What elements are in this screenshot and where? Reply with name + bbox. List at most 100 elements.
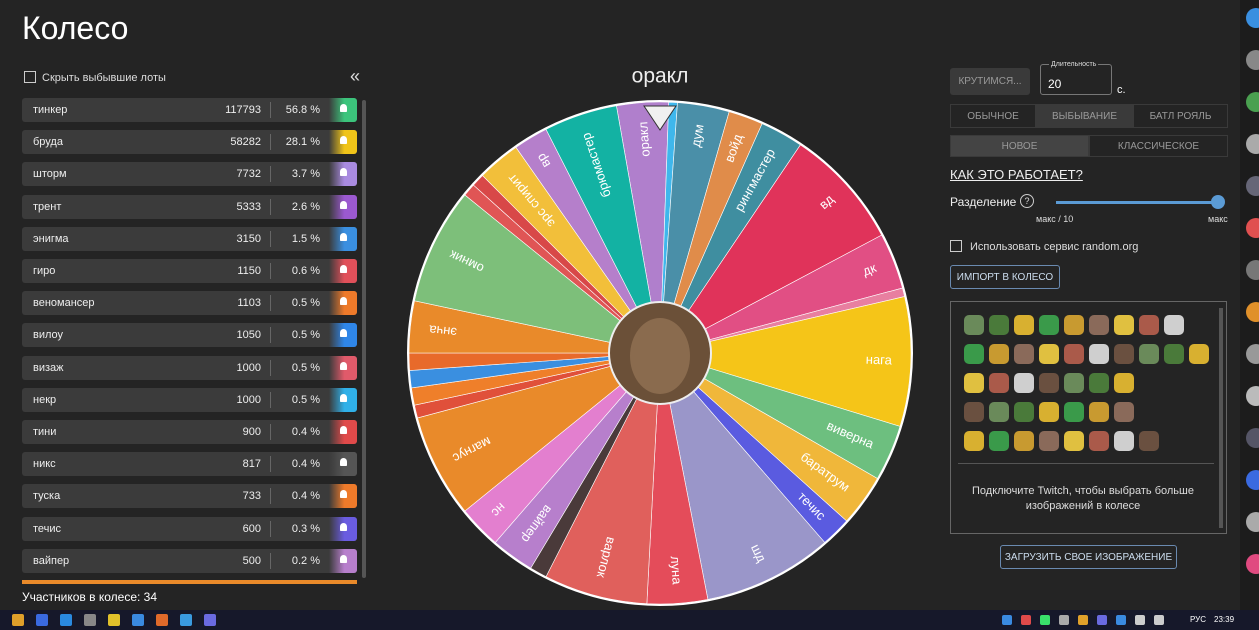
- scrollbar[interactable]: [362, 100, 366, 578]
- emoji[interactable]: [1139, 431, 1159, 451]
- lot-row[interactable]: трент 5333 2.6 %: [22, 194, 357, 219]
- tray-icon[interactable]: [1002, 615, 1012, 625]
- variant-tab[interactable]: КЛАССИЧЕСКОЕ: [1089, 135, 1228, 157]
- lot-row[interactable]: энигма 3150 1.5 %: [22, 226, 357, 251]
- emoji[interactable]: [1064, 315, 1084, 335]
- taskbar-icon[interactable]: [180, 614, 192, 626]
- avatar[interactable]: [1246, 554, 1259, 574]
- emoji[interactable]: [964, 373, 984, 393]
- lot-row[interactable]: течис 600 0.3 %: [22, 516, 357, 541]
- lot-row[interactable]: некр 1000 0.5 %: [22, 387, 357, 412]
- mode-tab[interactable]: ВЫБЫВАНИЕ: [1036, 104, 1133, 128]
- checkbox[interactable]: [24, 71, 36, 83]
- variant-tab[interactable]: НОВОЕ: [950, 135, 1089, 157]
- taskbar-icon[interactable]: [12, 614, 24, 626]
- lot-row[interactable]: гиро 1150 0.6 %: [22, 259, 357, 283]
- emoji[interactable]: [1039, 315, 1059, 335]
- taskbar-icon[interactable]: [60, 614, 72, 626]
- tray-icon[interactable]: [1078, 615, 1088, 625]
- taskbar-icon[interactable]: [84, 614, 96, 626]
- emoji[interactable]: [989, 373, 1009, 393]
- panel-scrollbar[interactable]: [1219, 308, 1223, 528]
- emoji[interactable]: [964, 431, 984, 451]
- emoji[interactable]: [1014, 344, 1034, 364]
- avatar[interactable]: [1246, 218, 1259, 238]
- avatar[interactable]: [1246, 344, 1259, 364]
- emoji[interactable]: [989, 315, 1009, 335]
- emoji[interactable]: [1039, 431, 1059, 451]
- emoji[interactable]: [1114, 373, 1134, 393]
- avatar[interactable]: [1246, 470, 1259, 490]
- taskbar-icon[interactable]: [132, 614, 144, 626]
- tray-icon[interactable]: [1059, 615, 1069, 625]
- help-icon[interactable]: ?: [1020, 194, 1034, 208]
- mode-tab[interactable]: БАТЛ РОЯЛЬ: [1133, 104, 1228, 128]
- lot-row[interactable]: вайпер 500 0.2 %: [22, 548, 357, 573]
- emoji[interactable]: [1139, 344, 1159, 364]
- avatar[interactable]: [1246, 176, 1259, 196]
- avatar[interactable]: [1246, 50, 1259, 70]
- tray-icon[interactable]: [1116, 615, 1126, 625]
- emoji[interactable]: [964, 315, 984, 335]
- upload-button[interactable]: ЗАГРУЗИТЬ СВОЕ ИЗОБРАЖЕНИЕ: [1000, 545, 1177, 569]
- taskbar-icon[interactable]: [204, 614, 216, 626]
- lot-row[interactable]: визаж 1000 0.5 %: [22, 355, 357, 380]
- emoji[interactable]: [964, 402, 984, 422]
- lot-row[interactable]: бруда 58282 28.1 %: [22, 130, 357, 155]
- emoji[interactable]: [1064, 344, 1084, 364]
- emoji[interactable]: [1189, 344, 1209, 364]
- lot-row[interactable]: тинкер 117793 56.8 %: [22, 98, 357, 122]
- avatar[interactable]: [1246, 428, 1259, 448]
- emoji[interactable]: [1089, 431, 1109, 451]
- avatar[interactable]: [1246, 302, 1259, 322]
- spin-button[interactable]: КРУТИМСЯ...: [950, 68, 1030, 95]
- emoji[interactable]: [1014, 315, 1034, 335]
- taskbar-icon[interactable]: [156, 614, 168, 626]
- mode-tab[interactable]: ОБЫЧНОЕ: [950, 104, 1036, 128]
- emoji[interactable]: [1014, 431, 1034, 451]
- how-link[interactable]: КАК ЭТО РАБОТАЕТ?: [950, 167, 1083, 182]
- checkbox[interactable]: [950, 240, 962, 252]
- emoji[interactable]: [1114, 431, 1134, 451]
- taskbar-icon[interactable]: [36, 614, 48, 626]
- emoji[interactable]: [989, 402, 1009, 422]
- avatar[interactable]: [1246, 8, 1259, 28]
- lot-row[interactable]: вилоу 1050 0.5 %: [22, 323, 357, 348]
- tray-icon[interactable]: [1154, 615, 1164, 625]
- emoji[interactable]: [1064, 431, 1084, 451]
- lot-row[interactable]: веномансер 1103 0.5 %: [22, 291, 357, 316]
- collapse[interactable]: «: [350, 66, 361, 86]
- avatar[interactable]: [1246, 386, 1259, 406]
- lot-row[interactable]: туска 733 0.4 %: [22, 484, 357, 509]
- emoji[interactable]: [1164, 344, 1184, 364]
- emoji[interactable]: [1064, 373, 1084, 393]
- emoji[interactable]: [1064, 402, 1084, 422]
- emoji[interactable]: [1139, 315, 1159, 335]
- emoji[interactable]: [1039, 373, 1059, 393]
- emoji[interactable]: [1014, 373, 1034, 393]
- avatar[interactable]: [1246, 92, 1259, 112]
- emoji[interactable]: [1089, 315, 1109, 335]
- tray-icon[interactable]: [1097, 615, 1107, 625]
- emoji[interactable]: [964, 344, 984, 364]
- emoji[interactable]: [1039, 344, 1059, 364]
- emoji[interactable]: [1164, 315, 1184, 335]
- tray-icon[interactable]: [1040, 615, 1050, 625]
- emoji[interactable]: [989, 431, 1009, 451]
- avatar[interactable]: [1246, 512, 1259, 532]
- slider-track[interactable]: [1056, 201, 1218, 204]
- slider-knob[interactable]: [1211, 195, 1225, 209]
- emoji[interactable]: [1114, 402, 1134, 422]
- lot-row[interactable]: тини 900 0.4 %: [22, 420, 357, 444]
- emoji[interactable]: [1039, 402, 1059, 422]
- emoji[interactable]: [1014, 402, 1034, 422]
- taskbar-icon[interactable]: [108, 614, 120, 626]
- tray-icon[interactable]: [1021, 615, 1031, 625]
- tray-icon[interactable]: [1135, 615, 1145, 625]
- emoji[interactable]: [1114, 344, 1134, 364]
- lot-row[interactable]: шторм 7732 3.7 %: [22, 162, 357, 187]
- avatar[interactable]: [1246, 134, 1259, 154]
- avatar[interactable]: [1246, 260, 1259, 280]
- import-button[interactable]: ИМПОРТ В КОЛЕСО: [950, 265, 1060, 289]
- emoji[interactable]: [1089, 344, 1109, 364]
